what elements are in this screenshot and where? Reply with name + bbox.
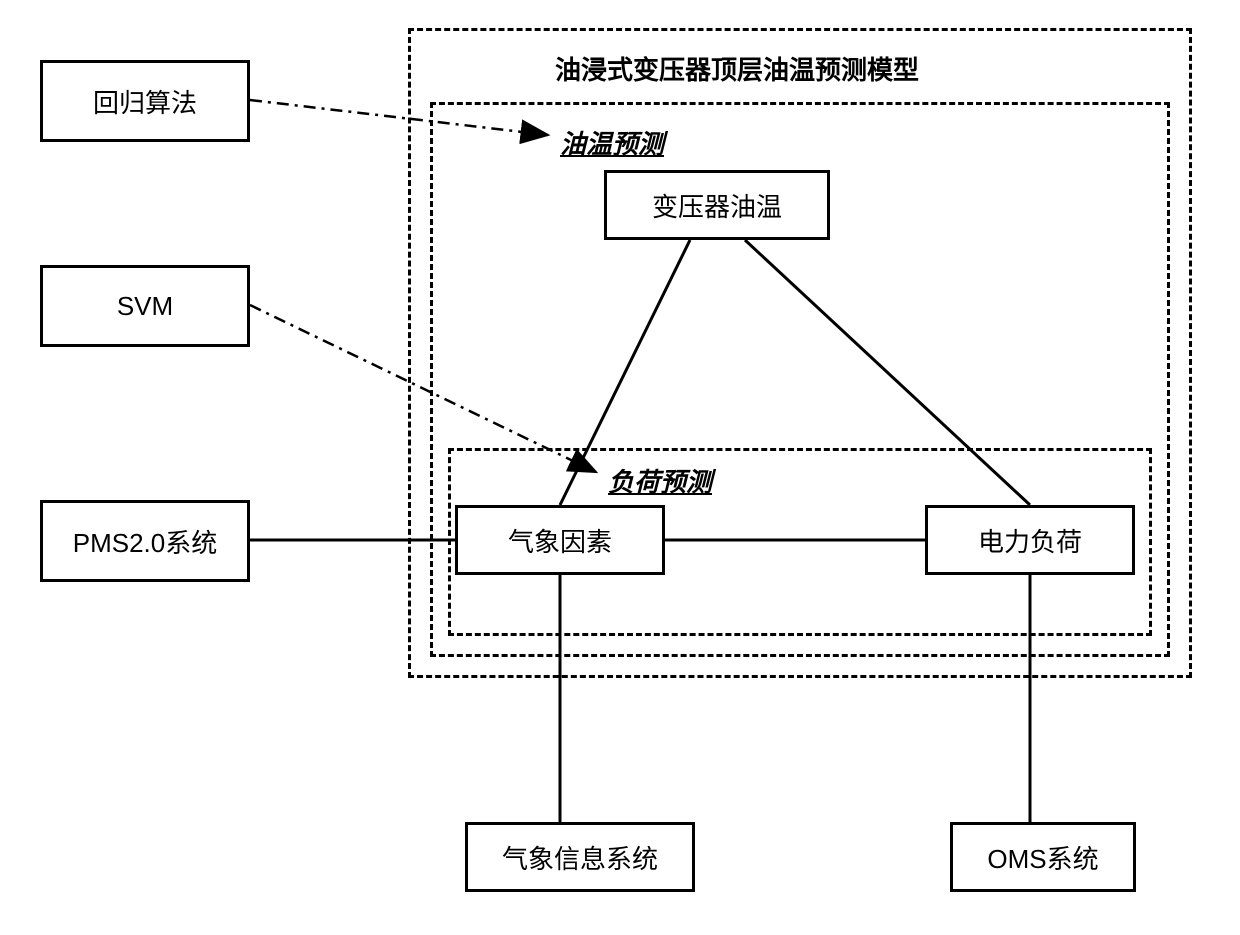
- box-oms: OMS系统: [950, 822, 1136, 892]
- box-oms-label: OMS系统: [987, 839, 1098, 876]
- box-weather-factor-label: 气象因素: [508, 522, 612, 559]
- box-weather-system: 气象信息系统: [465, 822, 695, 892]
- box-pms-label: PMS2.0系统: [73, 523, 218, 560]
- box-pms: PMS2.0系统: [40, 500, 250, 582]
- box-power-load-label: 电力负荷: [978, 522, 1082, 559]
- box-svm-label: SVM: [117, 291, 173, 322]
- box-power-load: 电力负荷: [925, 505, 1135, 575]
- outer-title: 油浸式变压器顶层油温预测模型: [555, 50, 919, 87]
- box-transformer-temp-label: 变压器油温: [652, 187, 782, 224]
- box-weather-factor: 气象因素: [455, 505, 665, 575]
- box-weather-system-label: 气象信息系统: [502, 839, 658, 876]
- box-transformer-temp: 变压器油温: [604, 170, 830, 240]
- box-svm: SVM: [40, 265, 250, 347]
- label-load-pred: 负荷预测: [608, 462, 712, 499]
- label-oil-temp-pred: 油温预测: [560, 124, 664, 161]
- box-regression: 回归算法: [40, 60, 250, 142]
- box-regression-label: 回归算法: [93, 83, 197, 120]
